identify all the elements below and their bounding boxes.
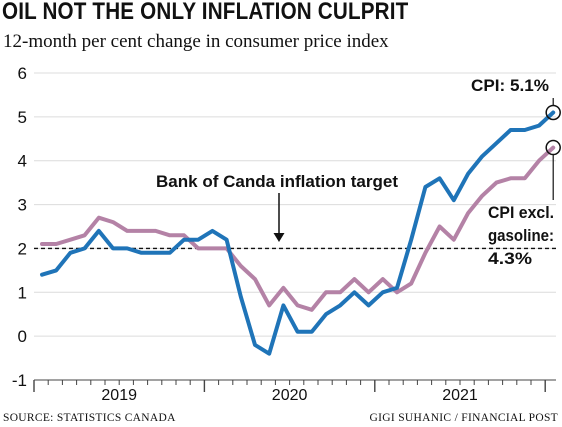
data-point — [69, 252, 72, 254]
data-point — [211, 230, 214, 232]
data-point — [367, 304, 370, 307]
data-point — [126, 230, 128, 232]
cpi-excl-callout-label: 4.3% — [488, 249, 532, 268]
x-year-label: 2020 — [272, 387, 308, 404]
data-point — [396, 287, 398, 289]
data-point — [325, 313, 327, 316]
data-point — [197, 238, 199, 241]
y-tick-label: 6 — [18, 64, 27, 83]
data-point — [311, 309, 313, 311]
data-point — [410, 238, 413, 241]
cpi-callout-label: CPI: 5.1% — [471, 76, 549, 95]
credit-note: GIGI SUHANIC / FINANCIAL POST — [369, 412, 558, 424]
data-point — [438, 225, 441, 228]
data-point — [69, 238, 72, 241]
data-point — [225, 238, 228, 241]
data-point — [282, 304, 285, 307]
target-arrow-head — [273, 233, 285, 242]
data-point — [254, 344, 256, 346]
data-point — [453, 238, 455, 241]
data-point — [396, 291, 398, 294]
data-point — [55, 269, 57, 272]
data-point — [481, 195, 484, 197]
data-point — [183, 234, 185, 237]
data-point — [438, 177, 441, 180]
data-point — [410, 282, 413, 285]
data-point — [169, 252, 171, 254]
data-point — [83, 234, 86, 237]
cpi-excl-callout-label: CPI excl. — [488, 203, 554, 222]
data-point — [467, 212, 469, 215]
data-point — [112, 247, 114, 250]
data-point — [197, 247, 199, 250]
data-point — [552, 146, 554, 149]
source-note: SOURCE: STATISTICS CANADA — [3, 412, 176, 424]
data-point — [211, 247, 214, 250]
data-point — [353, 291, 356, 294]
data-point — [41, 273, 43, 276]
data-point — [325, 291, 327, 294]
y-tick-label: 3 — [18, 196, 27, 215]
data-point — [140, 252, 143, 254]
x-year-label: 2019 — [101, 387, 137, 404]
data-point — [495, 181, 498, 184]
data-point — [126, 247, 128, 250]
data-point — [382, 278, 384, 280]
data-point — [240, 265, 242, 267]
data-point — [382, 291, 384, 294]
data-point — [83, 247, 86, 250]
y-tick-label: 1 — [18, 283, 27, 302]
data-point — [311, 330, 313, 333]
data-point — [424, 186, 427, 188]
data-point — [154, 252, 157, 254]
data-point — [495, 142, 498, 144]
data-point — [268, 352, 271, 355]
data-point — [268, 304, 271, 307]
y-tick-label: 0 — [18, 327, 27, 346]
chart-subtitle: 12-month per cent change in consumer pri… — [3, 31, 389, 52]
data-point — [367, 291, 370, 294]
data-point — [524, 129, 526, 131]
data-point — [538, 159, 540, 162]
data-point — [509, 177, 512, 180]
data-point — [552, 111, 554, 114]
data-point — [353, 278, 356, 280]
data-point — [509, 129, 512, 131]
data-point — [424, 252, 427, 254]
data-point — [169, 234, 171, 237]
chart-title: OIL NOT THE ONLY INFLATION CULPRIT — [2, 0, 409, 25]
data-point — [112, 221, 114, 223]
data-point — [254, 278, 256, 280]
data-point — [282, 287, 285, 289]
data-point — [140, 230, 143, 232]
y-tick-label: -1 — [12, 371, 27, 390]
data-point — [453, 199, 455, 201]
target-line-label: Bank of Canda inflation target — [156, 172, 398, 191]
cpi-excl-callout-label: gasoline: — [488, 226, 554, 245]
data-point — [481, 155, 484, 158]
data-point — [98, 230, 100, 232]
data-point — [524, 177, 526, 180]
series-line-cpi — [40, 110, 556, 356]
x-year-label: 2021 — [442, 387, 478, 404]
data-point — [339, 291, 342, 294]
data-point — [55, 243, 57, 245]
data-point — [240, 295, 242, 298]
y-tick-label: 4 — [18, 152, 27, 171]
data-point — [467, 173, 469, 175]
y-tick-label: 5 — [18, 108, 27, 127]
data-point — [183, 238, 185, 241]
data-point — [41, 243, 43, 245]
data-point — [154, 230, 157, 232]
data-point — [98, 216, 100, 219]
data-point — [296, 304, 299, 307]
data-point — [339, 304, 342, 307]
data-point — [538, 124, 540, 127]
data-point — [296, 330, 299, 333]
y-tick-label: 2 — [18, 239, 27, 258]
